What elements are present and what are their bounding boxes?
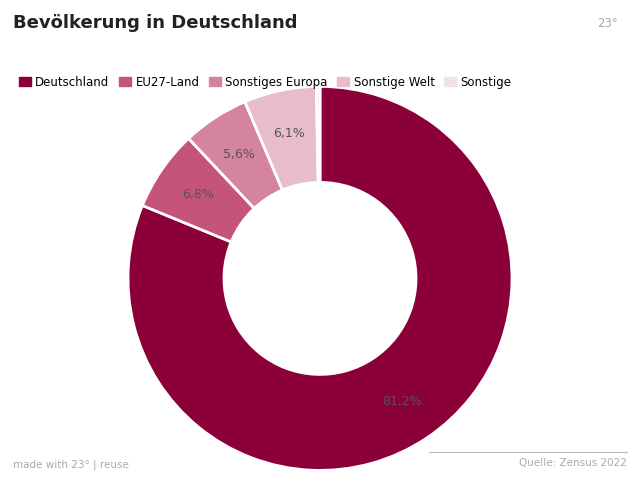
Wedge shape <box>142 138 254 242</box>
Wedge shape <box>245 86 318 190</box>
Text: 81,2%: 81,2% <box>383 395 422 408</box>
Wedge shape <box>189 102 282 208</box>
Text: made with 23° | reuse: made with 23° | reuse <box>13 460 129 470</box>
Text: 5,6%: 5,6% <box>223 148 255 161</box>
Wedge shape <box>128 86 512 470</box>
Text: Bevölkerung in Deutschland: Bevölkerung in Deutschland <box>13 14 298 33</box>
Wedge shape <box>316 86 320 182</box>
Text: 6,1%: 6,1% <box>273 127 305 140</box>
Legend: Deutschland, EU27-Land, Sonstiges Europa, Sonstige Welt, Sonstige: Deutschland, EU27-Land, Sonstiges Europa… <box>19 75 512 88</box>
Text: 23°: 23° <box>597 17 618 30</box>
Text: Quelle: Zensus 2022: Quelle: Zensus 2022 <box>519 458 627 468</box>
Text: 6,8%: 6,8% <box>182 188 214 201</box>
